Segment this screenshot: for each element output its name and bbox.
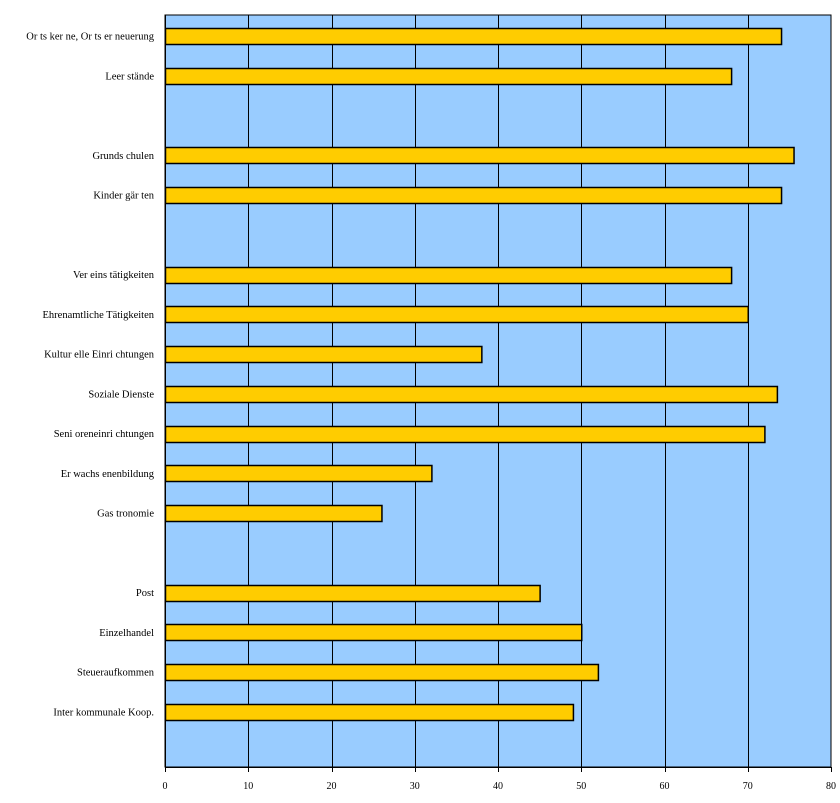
bar <box>164 663 600 682</box>
bar <box>164 623 583 642</box>
x-tick-label: 10 <box>243 781 253 792</box>
x-tick-label: 30 <box>410 781 420 792</box>
bar <box>164 464 433 483</box>
bar <box>164 703 575 722</box>
category-label: Or ts ker ne, Or ts er neuerung <box>26 32 154 43</box>
x-tick-label: 80 <box>826 781 836 792</box>
category-label: Er wachs enenbildung <box>61 469 155 480</box>
x-tick-label: 60 <box>660 781 670 792</box>
category-label: Inter kommunale Koop. <box>53 707 154 718</box>
bar <box>164 425 766 444</box>
bar <box>164 345 483 364</box>
category-label: Kultur elle Einri chtungen <box>44 350 155 361</box>
x-tick-label: 40 <box>493 781 503 792</box>
category-label: Post <box>136 588 154 599</box>
category-label: Soziale Dienste <box>88 389 154 400</box>
x-tick-label: 50 <box>576 781 586 792</box>
category-label: Steueraufkommen <box>77 668 155 679</box>
bar <box>164 67 733 86</box>
category-label: Einzelhandel <box>99 628 154 639</box>
bar <box>164 146 795 165</box>
x-tick-label: 0 <box>163 781 168 792</box>
category-label: Gas tronomie <box>97 509 154 520</box>
category-label: Kinder gär ten <box>93 191 154 202</box>
bar <box>164 504 383 523</box>
bar <box>164 584 541 603</box>
category-label: Leer stände <box>105 71 154 82</box>
category-label: Ver eins tätigkeiten <box>73 270 155 281</box>
bar <box>164 385 779 404</box>
bar <box>164 27 783 46</box>
bar <box>164 305 749 324</box>
bar <box>164 266 733 285</box>
category-label: Grunds chulen <box>92 151 154 162</box>
x-tick-label: 20 <box>327 781 337 792</box>
bar <box>164 186 783 205</box>
category-label: Ehrenamtliche Tätigkeiten <box>43 310 155 321</box>
x-tick-label: 70 <box>743 781 753 792</box>
category-label: Seni oreneinri chtungen <box>54 429 155 440</box>
